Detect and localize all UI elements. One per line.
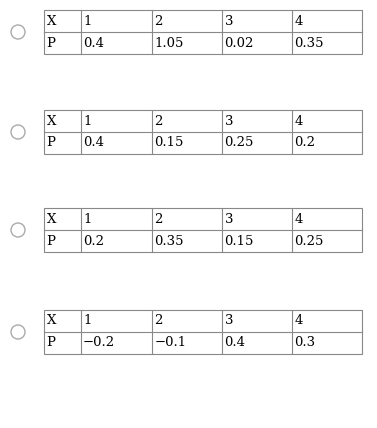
Text: 2: 2 (155, 115, 163, 128)
Text: 0.02: 0.02 (225, 36, 254, 50)
Text: 4: 4 (294, 212, 303, 226)
Text: 0.2: 0.2 (83, 235, 104, 247)
Text: 3: 3 (225, 115, 233, 128)
Text: 0.35: 0.35 (155, 235, 184, 247)
Text: X: X (46, 212, 56, 226)
Bar (44, 10, 362, 54)
Text: 0.4: 0.4 (83, 137, 104, 149)
Text: 0.15: 0.15 (225, 235, 254, 247)
Text: 0.4: 0.4 (83, 36, 104, 50)
Text: P: P (46, 36, 55, 50)
Text: 3: 3 (225, 212, 233, 226)
Bar (44, 310, 362, 354)
Text: 1: 1 (83, 15, 92, 27)
Text: −0.1: −0.1 (155, 336, 187, 350)
Text: X: X (46, 315, 56, 327)
Text: 0.25: 0.25 (294, 235, 324, 247)
Text: X: X (46, 15, 56, 27)
Bar (44, 208, 362, 252)
Text: 0.2: 0.2 (294, 137, 316, 149)
Text: 3: 3 (225, 15, 233, 27)
Text: 2: 2 (155, 315, 163, 327)
Text: P: P (46, 235, 55, 247)
Text: 0.4: 0.4 (225, 336, 245, 350)
Text: 0.35: 0.35 (294, 36, 324, 50)
Text: 4: 4 (294, 115, 303, 128)
Text: 2: 2 (155, 212, 163, 226)
Text: 1: 1 (83, 212, 92, 226)
Text: 4: 4 (294, 315, 303, 327)
Text: 1: 1 (83, 115, 92, 128)
Text: P: P (46, 336, 55, 350)
Bar (44, 110, 362, 154)
Text: 1: 1 (83, 315, 92, 327)
Text: 1.05: 1.05 (155, 36, 184, 50)
Text: 3: 3 (225, 315, 233, 327)
Text: 4: 4 (294, 15, 303, 27)
Text: 0.25: 0.25 (225, 137, 254, 149)
Text: P: P (46, 137, 55, 149)
Text: 0.3: 0.3 (294, 336, 316, 350)
Text: −0.2: −0.2 (83, 336, 115, 350)
Text: 0.15: 0.15 (155, 137, 184, 149)
Text: X: X (46, 115, 56, 128)
Text: 2: 2 (155, 15, 163, 27)
